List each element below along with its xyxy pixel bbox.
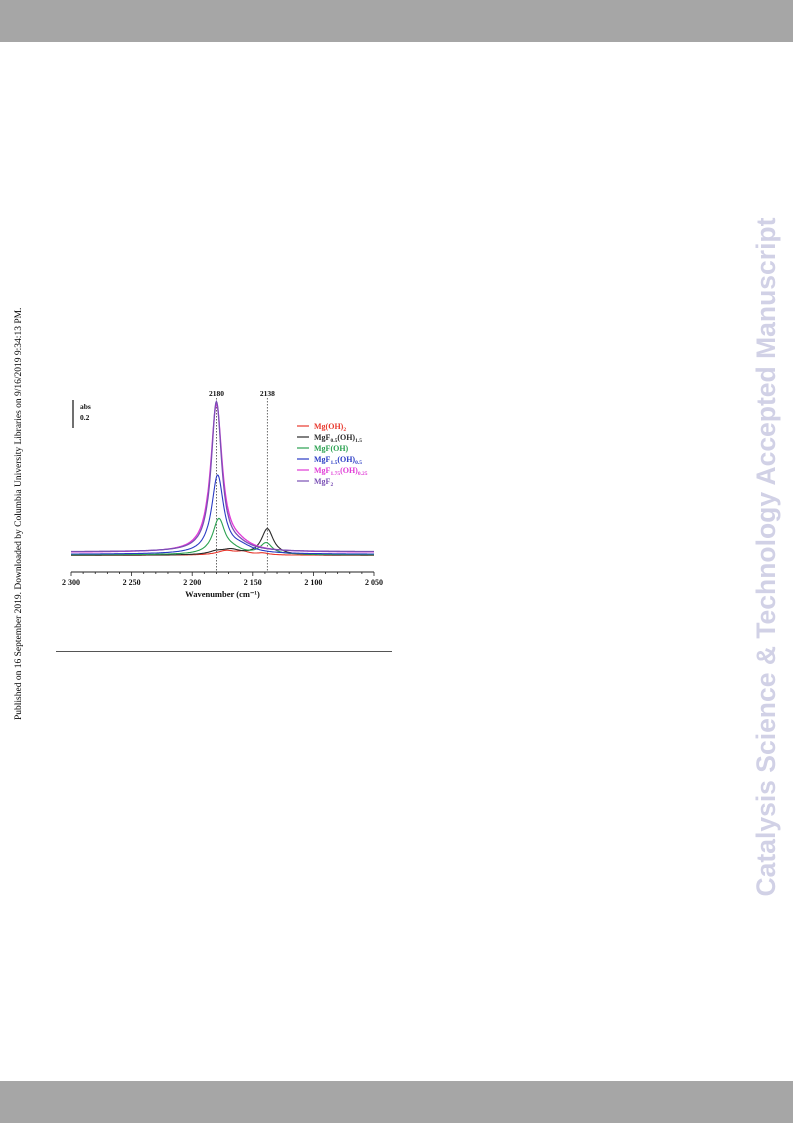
- series-line-3: [71, 474, 374, 555]
- bottom-band: [0, 1081, 793, 1123]
- series-line-2: [71, 517, 374, 556]
- x-tick-label: 2 300: [62, 578, 80, 587]
- legend-entry-3: MgF1.5(OH)0.5: [314, 455, 362, 466]
- legend-entry-4: MgF1.75(OH)0.25: [314, 466, 368, 477]
- reference-label-2138: 2138: [260, 389, 275, 398]
- top-band: [0, 0, 793, 42]
- reference-label-2180: 2180: [209, 389, 224, 398]
- figure-rule: [56, 651, 392, 652]
- x-tick-label: 2 250: [123, 578, 141, 587]
- legend-entry-2: MgF(OH): [314, 444, 349, 453]
- legend-entry-0: Mg(OH)2: [314, 422, 346, 433]
- x-tick-label: 2 150: [244, 578, 262, 587]
- legend-entry-1: MgF0.5(OH)1.5: [314, 433, 362, 444]
- x-tick-label: 2 200: [183, 578, 201, 587]
- series-line-5: [71, 399, 374, 553]
- scale-bar-label-bottom: 0.2: [80, 413, 90, 422]
- legend-entry-5: MgF2: [314, 477, 333, 488]
- x-tick-label: 2 100: [304, 578, 322, 587]
- x-tick-label: 2 050: [365, 578, 383, 587]
- scale-bar-label-top: abs: [80, 402, 91, 411]
- x-axis-title: Wavenumber (cm⁻¹): [185, 589, 260, 599]
